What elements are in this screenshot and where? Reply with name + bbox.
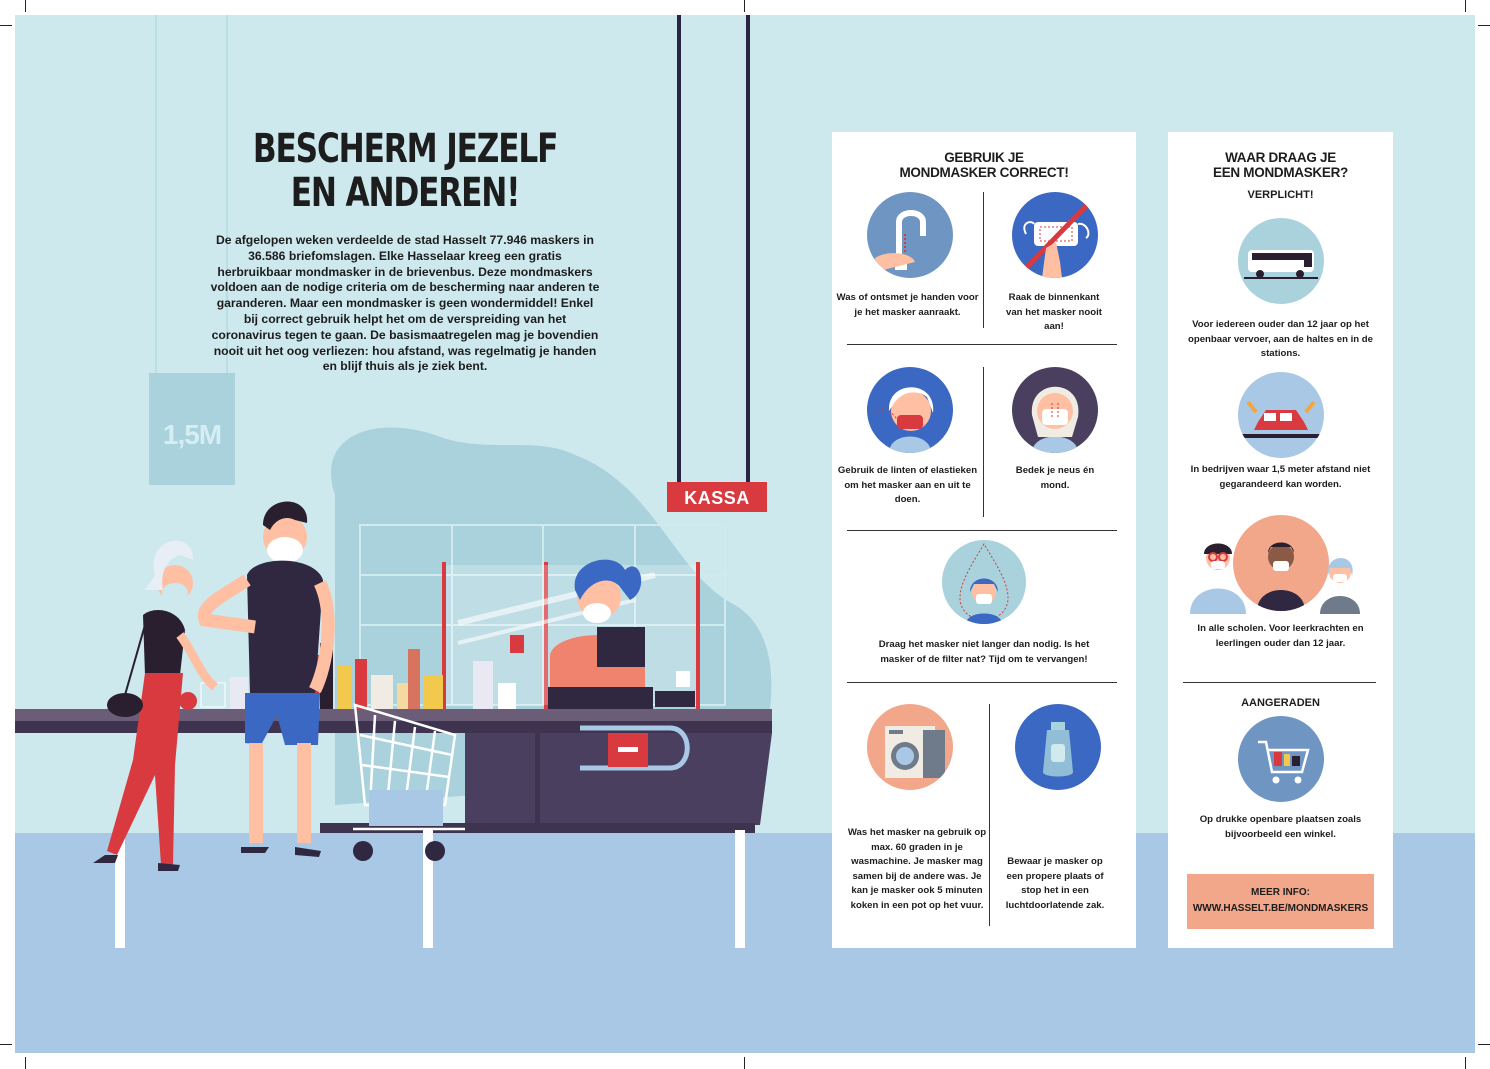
more-info-link[interactable]: WWW.HASSELT.BE/MONDMASKERS — [1192, 903, 1369, 914]
divider — [1183, 682, 1376, 683]
crop-mark — [0, 25, 12, 26]
correct-use-card: GEBRUIK JE MONDMASKER CORRECT! Was of on… — [832, 132, 1136, 948]
bus-icon — [1238, 218, 1324, 304]
crop-mark — [1465, 1057, 1466, 1069]
mandatory-caption: In bedrijven waar 1,5 meter afstand niet… — [1190, 464, 1371, 490]
page-title: BESCHERM JEZELF EN ANDEREN! — [252, 126, 558, 216]
where-title-line-2: EEN MONDMASKER? — [1212, 165, 1348, 180]
divider — [847, 682, 1117, 683]
school-people-icon — [1233, 515, 1329, 611]
advised-caption: Op drukke openbare plaatsen zoals bijvoo… — [1199, 814, 1362, 840]
distance-sign: 1,5M — [149, 373, 235, 485]
factory-car-icon — [1238, 372, 1324, 458]
crop-mark — [25, 1057, 26, 1069]
correct-use-title-line-1: GEBRUIK JE — [944, 150, 1024, 165]
droplet-mask-icon — [942, 540, 1026, 624]
title-line-2: EN ANDEREN! — [290, 170, 521, 216]
tip-caption: Draag het masker niet langer dan nodig. … — [878, 639, 1090, 665]
washing-machine-icon — [867, 704, 953, 790]
crop-mark — [1465, 0, 1466, 12]
crop-mark — [25, 0, 26, 12]
more-info-label: MEER INFO: — [1251, 887, 1310, 898]
divider — [983, 192, 984, 328]
school-people-icon — [1190, 543, 1246, 614]
shopping-cart-icon — [1238, 716, 1324, 802]
crop-mark — [0, 1044, 12, 1045]
correct-use-title: GEBRUIK JE MONDMASKER CORRECT! — [832, 150, 1136, 180]
tip-caption: Raak de binnenkant van het masker nooit … — [1006, 292, 1102, 333]
divider — [989, 704, 990, 926]
where-title: WAAR DRAAG JE EEN MONDMASKER? — [1168, 150, 1393, 180]
school-people-icon — [1320, 558, 1360, 614]
spread: 1,5M KASSA BESCHERM JEZELF EN ANDEREN! D… — [15, 15, 1475, 1053]
kassa-sign: KASSA — [667, 482, 767, 512]
mandatory-caption: Voor iedereen ouder dan 12 jaar op het o… — [1187, 319, 1374, 360]
title-line-1: BESCHERM JEZELF — [252, 126, 558, 172]
tip-caption: Was of ontsmet je handen voor je het mas… — [836, 292, 979, 318]
crop-mark — [744, 1057, 745, 1069]
where-title-line-1: WAAR DRAAG JE — [1225, 150, 1336, 165]
divider — [847, 344, 1117, 345]
crop-mark — [1478, 1044, 1490, 1045]
tip-caption: Bewaar je masker op een propere plaats o… — [1005, 856, 1105, 911]
supermarket-checkout-illustration — [15, 15, 772, 948]
no-touch-mask-icon — [1012, 192, 1098, 278]
divider — [983, 367, 984, 517]
mandatory-label: VERPLICHT! — [1247, 189, 1314, 201]
where-card: WAAR DRAAG JE EEN MONDMASKER? VERPLICHT!… — [1168, 132, 1393, 948]
tip-caption: Was het masker na gebruik op max. 60 gra… — [847, 827, 987, 911]
faucet-icon — [867, 192, 953, 278]
cover-nose-mouth-icon — [1012, 367, 1098, 453]
correct-use-title-line-2: MONDMASKER CORRECT! — [899, 165, 1069, 180]
tip-caption: Bedek je neus én mond. — [1015, 465, 1095, 491]
mandatory-caption: In alle scholen. Voor leerkrachten en le… — [1197, 623, 1364, 649]
mask-straps-icon — [867, 367, 953, 453]
intro-text: De afgelopen weken verdeelde de stad Has… — [210, 233, 600, 374]
tip-caption: Gebruik de linten of elastieken om het m… — [837, 465, 978, 506]
storage-bag-icon — [1015, 704, 1101, 790]
crop-mark — [744, 0, 745, 12]
crop-mark — [1478, 25, 1490, 26]
divider — [847, 530, 1117, 531]
advised-label: AANGERADEN — [1241, 697, 1320, 709]
more-info-box: MEER INFO: WWW.HASSELT.BE/MONDMASKERS — [1187, 874, 1374, 929]
